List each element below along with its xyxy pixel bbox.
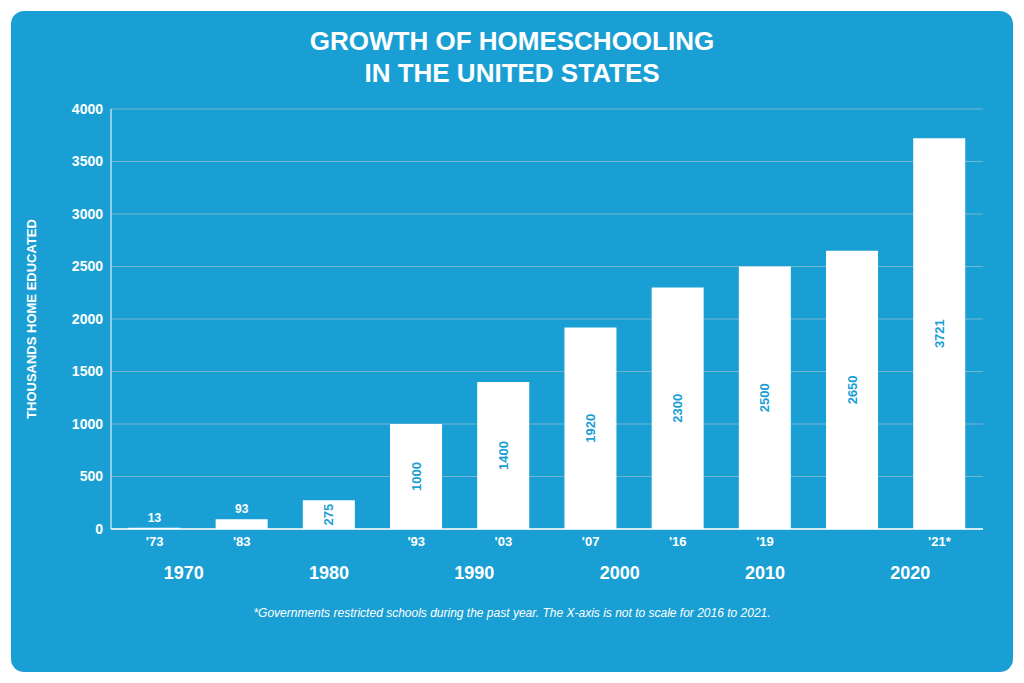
svg-text:'83: '83 <box>233 534 251 549</box>
svg-text:1500: 1500 <box>72 363 103 379</box>
svg-text:3500: 3500 <box>72 153 103 169</box>
svg-text:2500: 2500 <box>757 383 772 412</box>
html-text:2000: 2000 <box>599 563 640 583</box>
svg-text:13: 13 <box>148 511 162 525</box>
svg-text:93: 93 <box>235 502 249 516</box>
svg-text:THOUSANDS HOME EDUCATED: THOUSANDS HOME EDUCATED <box>24 219 39 419</box>
svg-text:500: 500 <box>80 468 104 484</box>
svg-text:1400: 1400 <box>496 441 511 470</box>
svg-text:'19: '19 <box>756 534 774 549</box>
svg-text:275: 275 <box>321 504 336 526</box>
svg-text:1000: 1000 <box>409 462 424 491</box>
html-text:1990: 1990 <box>454 563 495 583</box>
svg-text:3000: 3000 <box>72 206 103 222</box>
svg-text:'73: '73 <box>146 534 164 549</box>
svg-text:4000: 4000 <box>72 101 103 117</box>
html-text:*Governments restricted school: *Governments restricted schools during t… <box>253 606 771 620</box>
svg-text:'07: '07 <box>582 534 600 549</box>
svg-text:1920: 1920 <box>583 414 598 443</box>
html-text:IN THE UNITED STATES: IN THE UNITED STATES <box>364 58 660 88</box>
html-text:1970: 1970 <box>163 563 204 583</box>
svg-text:1000: 1000 <box>72 416 103 432</box>
html-text:2010: 2010 <box>745 563 785 583</box>
svg-text:2500: 2500 <box>72 258 103 274</box>
html-text:2020: 2020 <box>890 563 931 583</box>
svg-text:0: 0 <box>95 521 103 537</box>
svg-text:'21*: '21* <box>928 534 952 549</box>
svg-text:'03: '03 <box>495 534 513 549</box>
svg-text:'16: '16 <box>669 534 687 549</box>
html-text:GROWTH OF HOMESCHOOLING: GROWTH OF HOMESCHOOLING <box>309 26 715 56</box>
svg-text:2300: 2300 <box>670 394 685 423</box>
svg-text:'93: '93 <box>407 534 425 549</box>
svg-text:3721: 3721 <box>932 319 947 348</box>
svg-text:2000: 2000 <box>72 311 103 327</box>
svg-text:2650: 2650 <box>845 375 860 404</box>
html-text:1980: 1980 <box>309 563 349 583</box>
